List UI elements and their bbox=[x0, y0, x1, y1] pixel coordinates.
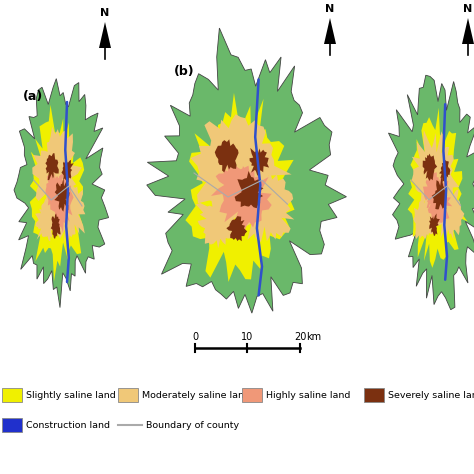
Polygon shape bbox=[249, 148, 269, 176]
Polygon shape bbox=[196, 195, 245, 248]
Polygon shape bbox=[235, 170, 294, 242]
Polygon shape bbox=[14, 79, 109, 308]
Polygon shape bbox=[462, 18, 474, 44]
Bar bbox=[364, 388, 384, 402]
Bar bbox=[2, 388, 22, 402]
Polygon shape bbox=[423, 170, 443, 210]
Polygon shape bbox=[412, 130, 459, 222]
Polygon shape bbox=[62, 160, 74, 182]
Polygon shape bbox=[46, 171, 64, 210]
Polygon shape bbox=[439, 160, 450, 182]
Polygon shape bbox=[56, 178, 85, 243]
Text: Severely saline land: Severely saline land bbox=[388, 391, 474, 400]
Polygon shape bbox=[324, 18, 336, 44]
Polygon shape bbox=[55, 178, 70, 211]
Text: Construction land: Construction land bbox=[26, 420, 110, 429]
Text: Moderately saline land: Moderately saline land bbox=[142, 391, 250, 400]
Bar bbox=[2, 418, 22, 432]
Polygon shape bbox=[191, 114, 292, 221]
Polygon shape bbox=[46, 153, 59, 180]
Polygon shape bbox=[30, 105, 84, 281]
Polygon shape bbox=[147, 28, 346, 313]
Text: (b): (b) bbox=[173, 65, 194, 78]
Polygon shape bbox=[211, 164, 256, 212]
Text: 20: 20 bbox=[294, 332, 306, 342]
Polygon shape bbox=[389, 75, 474, 310]
Polygon shape bbox=[434, 176, 465, 240]
Text: Highly saline land: Highly saline land bbox=[266, 391, 350, 400]
Polygon shape bbox=[235, 171, 264, 208]
Polygon shape bbox=[185, 93, 294, 282]
Polygon shape bbox=[413, 192, 437, 239]
Polygon shape bbox=[423, 154, 437, 181]
Bar bbox=[118, 388, 138, 402]
Text: N: N bbox=[464, 4, 473, 14]
Polygon shape bbox=[99, 22, 111, 48]
Polygon shape bbox=[51, 213, 61, 239]
Bar bbox=[242, 388, 262, 402]
Text: N: N bbox=[325, 4, 335, 14]
Polygon shape bbox=[429, 213, 440, 236]
Text: (a): (a) bbox=[23, 90, 43, 103]
Polygon shape bbox=[219, 166, 272, 235]
Polygon shape bbox=[227, 216, 247, 241]
Polygon shape bbox=[32, 127, 82, 224]
Polygon shape bbox=[50, 175, 73, 233]
Text: Boundary of county: Boundary of county bbox=[146, 420, 239, 429]
Text: N: N bbox=[100, 8, 109, 18]
Polygon shape bbox=[35, 198, 59, 241]
Text: km: km bbox=[306, 332, 321, 342]
Text: 0: 0 bbox=[192, 332, 198, 342]
Text: Slightly saline land: Slightly saline land bbox=[26, 391, 116, 400]
Text: 10: 10 bbox=[241, 332, 254, 342]
Polygon shape bbox=[408, 108, 467, 268]
Polygon shape bbox=[432, 174, 447, 210]
Polygon shape bbox=[215, 139, 238, 173]
Polygon shape bbox=[427, 175, 452, 226]
